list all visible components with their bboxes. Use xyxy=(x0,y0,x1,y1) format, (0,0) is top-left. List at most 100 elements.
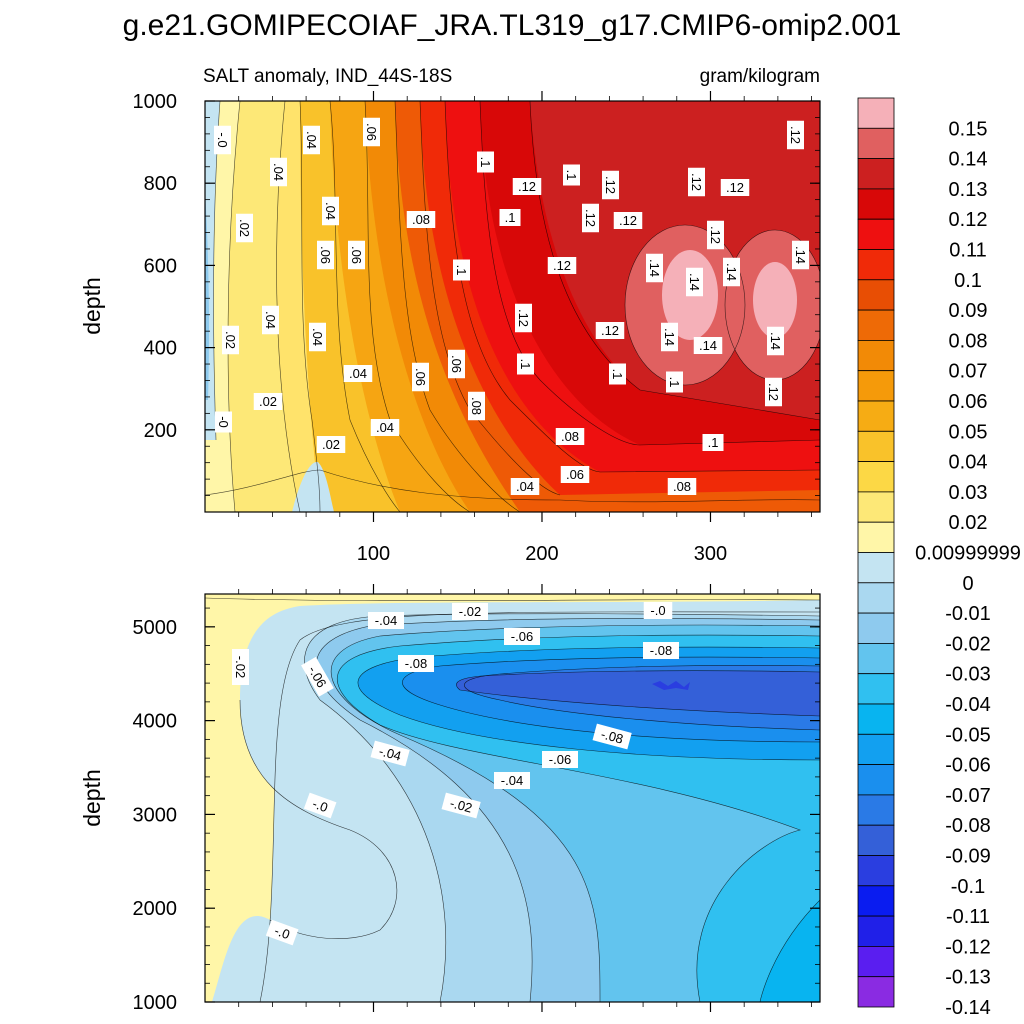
colorbar-label: -0.12 xyxy=(945,936,991,958)
colorbar-label: 0.04 xyxy=(949,452,988,474)
colorbar-box xyxy=(857,976,895,1008)
y-tick-label: 2000 xyxy=(133,898,178,920)
contour-label-text: .06 xyxy=(318,246,333,264)
contour-label-box xyxy=(693,337,723,354)
contour-label: .04 xyxy=(370,419,400,436)
contour-label: .14 xyxy=(686,267,703,297)
colorbar: 0.15 0.14 0.13 0.12 0.11 0.1 0.09 0.08 0.07 0.06 0… xyxy=(857,97,1021,1019)
colorbar-box xyxy=(857,643,895,675)
contour-label-text: .1 xyxy=(708,435,719,450)
contour-label-text: -.0 xyxy=(310,796,329,815)
y-tick-label: 5000 xyxy=(133,617,178,639)
contour-label: .12 xyxy=(595,322,625,339)
colorbar-label: -0.05 xyxy=(945,724,991,746)
contour-label: .1 xyxy=(666,371,683,393)
contour-label-box xyxy=(582,203,599,233)
contour-label: .1 xyxy=(499,209,521,226)
contour-label: -.06 xyxy=(542,751,578,768)
colorbar-label: 0.11 xyxy=(949,240,986,262)
colorbar-label: -0.06 xyxy=(945,755,991,777)
contour-label: -.06 xyxy=(504,628,540,645)
contour-label: -.0 xyxy=(214,125,231,155)
contour-label-text: .04 xyxy=(349,366,367,381)
contour-label-box xyxy=(309,322,326,352)
contour-label-text: .02 xyxy=(322,437,340,452)
contour-label-box xyxy=(343,365,373,382)
colorbar-label: 0.03 xyxy=(949,482,988,504)
colorbar-box xyxy=(857,733,895,765)
contour-label: .12 xyxy=(707,220,724,250)
colorbar-box xyxy=(857,309,895,341)
colorbar-box xyxy=(857,158,895,190)
contour-label-box xyxy=(322,196,339,226)
contour-label: .12 xyxy=(512,178,542,195)
contour-label: .14 xyxy=(661,322,678,352)
contour-label: .02 xyxy=(253,393,283,410)
contour-label-text: .12 xyxy=(766,383,781,401)
contour-label: .06 xyxy=(448,349,465,379)
x-tick-label: 200 xyxy=(525,543,558,565)
contour-label: .06 xyxy=(363,117,380,147)
colorbar-box xyxy=(857,855,895,887)
contour-label: -.04 xyxy=(370,740,410,767)
y-tick-label: 1000 xyxy=(133,91,178,113)
contour-label-text: .02 xyxy=(223,331,238,349)
upper-frame xyxy=(204,100,821,513)
contour-label-box xyxy=(688,167,705,197)
contour-label-box xyxy=(477,151,494,173)
contour-label: .12 xyxy=(582,203,599,233)
contour-label: .12 xyxy=(688,167,705,197)
contour-label: .08 xyxy=(667,478,697,495)
contour-label: .12 xyxy=(515,303,532,333)
x-tick-label: 100 xyxy=(357,543,390,565)
contour-label: -0 xyxy=(215,411,232,433)
contour-label-text: .1 xyxy=(518,359,533,370)
contour-label-text: -0 xyxy=(216,416,231,428)
contour-label-text: .1 xyxy=(610,369,625,380)
band-neg-010-core xyxy=(652,681,690,690)
colorbar-label: 0.00999999 xyxy=(915,543,1021,565)
colorbar-label: -0.01 xyxy=(945,603,991,625)
contour-label-box xyxy=(363,117,380,147)
colorbar-box xyxy=(857,794,895,826)
upper-contour-labels: -.0 .04 .06 .04 .1 .12 .1 .12 .12 .12 .02 .04 .08 .1.… xyxy=(214,117,809,495)
upper-contour-lines xyxy=(205,101,820,512)
colorbar-labels: 0.15 0.14 0.13 0.12 0.11 0.1 0.09 0.08 0.07 0.06 0… xyxy=(915,118,1021,1019)
contour-label-box xyxy=(316,436,346,453)
contour-label: .02 xyxy=(316,436,346,453)
contour-label-box xyxy=(723,257,740,287)
colorbar-label: 0.05 xyxy=(949,421,988,443)
contour-label-box xyxy=(613,212,643,229)
lower-y-axis-label: depth xyxy=(79,769,105,827)
contour-label-box xyxy=(215,411,232,433)
y-tick-label: 1000 xyxy=(133,992,178,1014)
contour-label-text: .1 xyxy=(454,265,469,276)
contour-label: -.0 xyxy=(303,792,337,819)
colorbar-label: -0.03 xyxy=(945,664,991,686)
contour-label: .02 xyxy=(236,213,253,243)
contour-label-box xyxy=(262,305,279,335)
contour-label-text: .12 xyxy=(689,173,704,191)
contour-label-text: .04 xyxy=(271,163,286,181)
band-neg-006-corner xyxy=(760,900,820,1002)
contour-label-box xyxy=(406,211,436,228)
colorbar-box xyxy=(857,339,895,372)
contour-label-box xyxy=(222,325,239,355)
contour-label-text: .12 xyxy=(726,180,744,195)
contour-label-box xyxy=(666,371,683,393)
y-tick-label: 800 xyxy=(144,173,177,195)
colorbar-box xyxy=(857,885,895,917)
colorbar-box xyxy=(857,552,895,584)
contour-label-text: .14 xyxy=(768,332,783,350)
colorbar-box xyxy=(857,279,895,311)
y-tick-label: 400 xyxy=(144,338,177,360)
contour-label-box xyxy=(494,772,530,789)
contour-label-text: .12 xyxy=(708,226,723,244)
contour-label-box xyxy=(270,157,287,187)
contour-label: .04 xyxy=(510,478,540,495)
y-tick-label: 4000 xyxy=(133,711,178,733)
contour-label-text: .14 xyxy=(724,263,739,281)
contour-label: -.02 xyxy=(452,603,488,620)
contour-label-text: .08 xyxy=(469,397,484,415)
contour-label: .12 xyxy=(602,170,619,200)
